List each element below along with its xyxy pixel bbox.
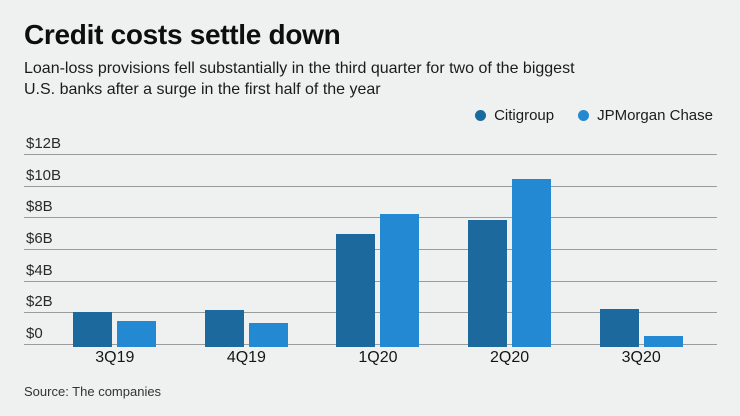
- bar-group-1q20: [312, 155, 444, 347]
- y-axis-tick-label: $12B: [26, 135, 62, 152]
- bar-jpmorgan-chase-3q19: [117, 321, 157, 347]
- y-axis-tick-label: $4B: [26, 261, 53, 279]
- bar-group-3q20: [575, 155, 707, 347]
- y-axis-tick-label: $2B: [26, 293, 53, 311]
- bar-citigroup-3q19: [73, 311, 113, 347]
- chart-subtitle-line-2: U.S. banks after a surge in the first ha…: [24, 81, 381, 98]
- source-note: Source: The companies: [24, 384, 162, 399]
- gridline-12b: [24, 154, 717, 155]
- chart-title: Credit costs settle down: [24, 19, 341, 50]
- bar-citigroup-2q20: [468, 219, 508, 347]
- bar-group-2q20: [444, 155, 576, 347]
- legend-label-jpmorgan-chase: JPMorgan Chase: [597, 107, 713, 124]
- bar-groups-container: [24, 155, 717, 347]
- legend-item-citigroup: Citigroup: [475, 107, 554, 124]
- x-axis-label-3q19: 3Q19: [95, 349, 135, 366]
- bar-group-4q19: [181, 155, 313, 347]
- bar-jpmorgan-chase-1q20: [380, 213, 420, 347]
- bar-jpmorgan-chase-3q20: [643, 335, 683, 347]
- x-axis-label-4q19: 4Q19: [226, 349, 266, 366]
- bar-group-3q19: [49, 155, 181, 347]
- x-axis-label-3q20: 3Q20: [621, 349, 661, 366]
- y-axis-tick-label: $6B: [26, 230, 53, 247]
- y-axis-tick-label: $0: [26, 325, 43, 342]
- jpmorgan-chase-series-dot-icon: [578, 110, 590, 121]
- citigroup-series-dot-icon: [475, 110, 487, 121]
- legend-label-citigroup: Citigroup: [494, 107, 555, 124]
- chart-subtitle-line-1: Loan-loss provisions fell substantially …: [24, 60, 575, 77]
- y-axis-tick-label: $10B: [26, 166, 62, 184]
- bar-citigroup-1q20: [336, 234, 376, 347]
- gridline-10b: [24, 185, 717, 187]
- bar-citigroup-4q19: [204, 310, 244, 347]
- bar-citigroup-3q20: [599, 308, 639, 347]
- x-axis-label-1q20: 1Q20: [358, 349, 398, 366]
- y-axis-tick-label: $8B: [26, 198, 53, 216]
- legend-item-jpmorgan-chase: JPMorgan Chase: [578, 107, 713, 124]
- bar-chart-plot-area: $0 $2B $4B $6B $8B $10B $12B: [24, 136, 717, 347]
- bar-jpmorgan-chase-2q20: [512, 178, 552, 347]
- x-axis-label-2q20: 2Q20: [490, 349, 530, 366]
- chart-legend: Citigroup JPMorgan Chase: [0, 107, 713, 124]
- gridline-8b: [24, 217, 717, 219]
- bar-jpmorgan-chase-4q19: [248, 322, 288, 347]
- chart-subtitle: Loan-loss provisions fell substantially …: [24, 58, 716, 100]
- x-axis-labels: 3Q19 4Q19 1Q20 2Q20 3Q20: [24, 349, 717, 367]
